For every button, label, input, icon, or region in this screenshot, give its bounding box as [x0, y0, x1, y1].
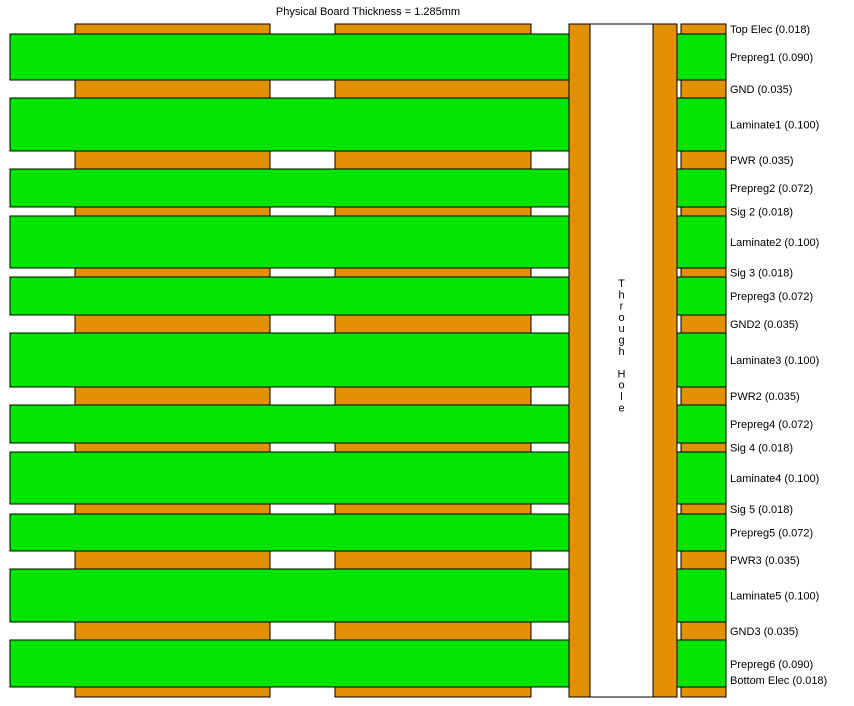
dielectric-laminate3-left — [9, 332, 587, 388]
copper-gnd3-trace-3 — [680, 621, 727, 641]
layer-label-prepreg2: Prepreg2 (0.072) — [730, 183, 813, 195]
via-plating-right — [652, 23, 678, 698]
layer-label-pwr: PWR (0.035) — [730, 155, 794, 167]
copper-sig-4-trace-3 — [680, 442, 727, 453]
copper-top-elec-trace-3 — [680, 23, 727, 35]
through-hole-letter: H — [618, 368, 626, 380]
copper-gnd3-trace-2 — [334, 621, 532, 641]
dielectric-laminate5-left — [9, 568, 587, 623]
via-plating-left — [568, 23, 591, 698]
copper-sig-2-trace-3 — [680, 206, 727, 217]
layer-label-sig-2: Sig 2 (0.018) — [730, 207, 793, 219]
layer-labels: Top Elec (0.018) Prepreg1 (0.090) GND (0.0… — [730, 24, 827, 687]
layer-label-sig-3: Sig 3 (0.018) — [730, 268, 793, 280]
through-hole-letter: h — [618, 346, 624, 358]
layer-label-laminate3: Laminate3 (0.100) — [730, 355, 819, 367]
layer-label-sig-4: Sig 4 (0.018) — [730, 443, 793, 455]
dielectric-laminate1-left — [9, 97, 587, 152]
dielectric-laminate4-left — [9, 451, 587, 505]
through-hole-letter: l — [620, 391, 622, 403]
copper-pwr2-trace-1 — [74, 386, 271, 406]
through-hole-letter: h — [618, 289, 624, 301]
layer-label-laminate4: Laminate4 (0.100) — [730, 473, 819, 485]
dielectric-prepreg5-left — [9, 513, 587, 552]
layer-label-gnd: GND (0.035) — [730, 84, 792, 96]
copper-bottom-elec-trace-3 — [680, 686, 727, 698]
copper-pwr-trace-3 — [680, 150, 727, 170]
copper-sig-4-trace-1 — [74, 442, 271, 453]
copper-bottom-elec-trace-2 — [334, 686, 532, 698]
layer-label-pwr3: PWR3 (0.035) — [730, 555, 800, 567]
copper-sig-4-trace-2 — [334, 442, 532, 453]
copper-pwr3-trace-2 — [334, 550, 532, 570]
copper-sig-2-trace-2 — [334, 206, 532, 217]
through-hole-letter: g — [618, 335, 624, 347]
layer-label-prepreg4: Prepreg4 (0.072) — [730, 419, 813, 431]
copper-sig-5-trace-2 — [334, 503, 532, 515]
layer-label-gnd3: GND3 (0.035) — [730, 626, 798, 638]
dielectric-prepreg2-left — [9, 168, 587, 208]
copper-gnd-trace-1 — [74, 79, 271, 99]
copper-gnd2-trace-2 — [334, 314, 532, 334]
dielectric-prepreg3-left — [9, 276, 587, 316]
dielectric-prepreg1-left — [9, 33, 587, 81]
copper-top-elec-trace-2 — [334, 23, 532, 35]
copper-sig-2-trace-1 — [74, 206, 271, 217]
layer-label-prepreg6: Prepreg6 (0.090) — [730, 659, 813, 671]
layer-label-pwr2: PWR2 (0.035) — [730, 391, 800, 403]
layer-label-prepreg5: Prepreg5 (0.072) — [730, 528, 813, 540]
copper-gnd2-trace-3 — [680, 314, 727, 334]
copper-pwr-trace-1 — [74, 150, 271, 170]
copper-gnd-trace-2 — [334, 79, 591, 99]
copper-pwr3-trace-1 — [74, 550, 271, 570]
through-hole-letter: u — [618, 323, 624, 335]
board-thickness-title: Physical Board Thickness = 1.285mm — [276, 6, 460, 18]
copper-sig-3-trace-2 — [334, 267, 532, 278]
layer-label-bottom-elec: Bottom Elec (0.018) — [730, 675, 827, 687]
copper-pwr2-trace-2 — [334, 386, 532, 406]
layer-label-sig-5: Sig 5 (0.018) — [730, 504, 793, 516]
layer-label-laminate2: Laminate2 (0.100) — [730, 237, 819, 249]
through-hole-letter: r — [620, 301, 624, 313]
copper-pwr2-trace-3 — [680, 386, 727, 406]
layer-label-prepreg3: Prepreg3 (0.072) — [730, 291, 813, 303]
layer-label-prepreg1: Prepreg1 (0.090) — [730, 52, 813, 64]
through-hole-letter: o — [618, 312, 624, 324]
copper-sig-3-trace-1 — [74, 267, 271, 278]
dielectric-prepreg6-left — [9, 639, 587, 688]
copper-pwr3-trace-3 — [680, 550, 727, 570]
copper-sig-5-trace-3 — [680, 503, 727, 515]
through-hole-letter: T — [618, 278, 625, 290]
dielectric-laminate2-left — [9, 215, 587, 269]
layer-label-top-elec: Top Elec (0.018) — [730, 24, 810, 36]
layer-label-laminate5: Laminate5 (0.100) — [730, 591, 819, 603]
copper-gnd-trace-3 — [680, 79, 727, 99]
copper-bottom-elec-trace-1 — [74, 686, 271, 698]
layer-label-gnd2: GND2 (0.035) — [730, 319, 798, 331]
copper-traces — [74, 23, 727, 698]
through-hole-bore — [589, 23, 654, 698]
layer-label-laminate1: Laminate1 (0.100) — [730, 120, 819, 132]
through-hole-letter: o — [618, 380, 624, 392]
through-hole-letter: e — [618, 402, 624, 414]
copper-sig-5-trace-1 — [74, 503, 271, 515]
copper-gnd2-trace-1 — [74, 314, 271, 334]
dielectric-prepreg4-left — [9, 404, 587, 444]
copper-pwr-trace-2 — [334, 150, 532, 170]
copper-gnd3-trace-1 — [74, 621, 271, 641]
copper-top-elec-trace-1 — [74, 23, 271, 35]
copper-sig-3-trace-3 — [680, 267, 727, 278]
